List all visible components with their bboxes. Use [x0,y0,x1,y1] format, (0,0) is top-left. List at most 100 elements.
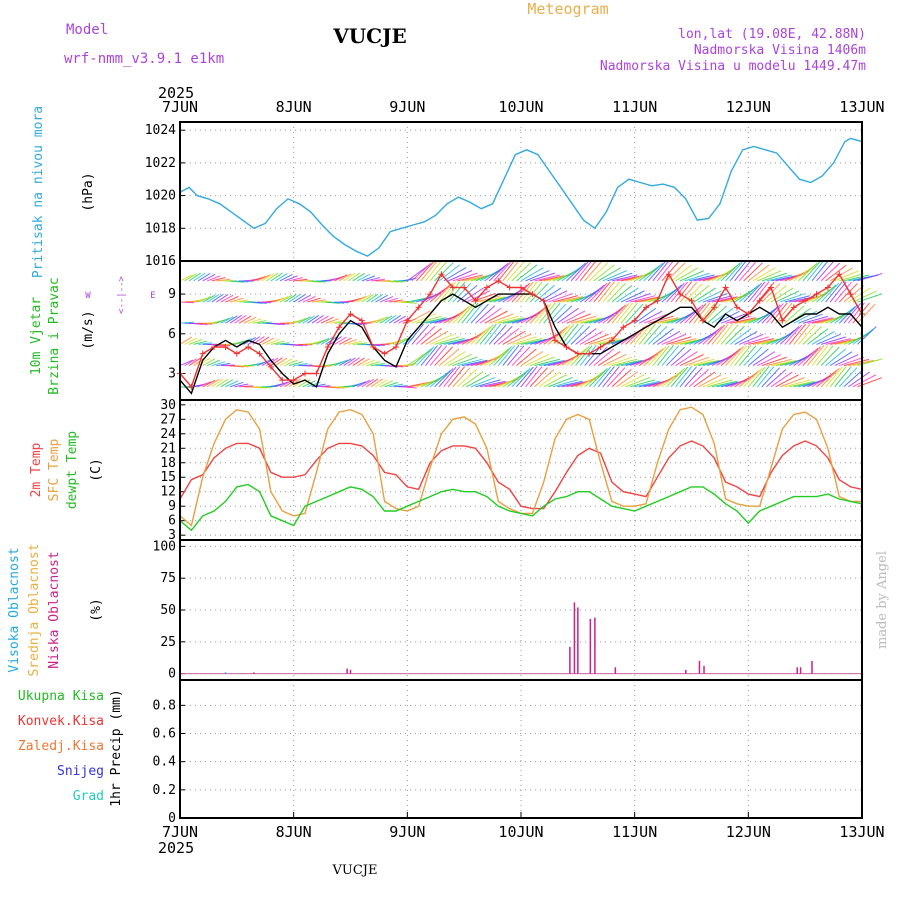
wind-arrow [238,315,252,324]
wind-arrow [816,345,834,366]
wind-arrow [466,302,484,324]
wind-arrow [561,265,584,282]
wind-arrow [657,260,675,282]
wind-arrow [716,264,738,282]
wind-arrow [225,315,238,324]
wind-arrow [366,378,379,388]
wind-arrow [766,285,787,303]
wind-arrow [698,290,723,303]
wind-arrow [284,275,298,282]
x-label-top: 10JUN [498,98,543,116]
wind-arrow [829,366,847,388]
gust-point [483,284,490,291]
wind-arrow [652,260,670,282]
wind-arrow [734,344,752,366]
wind-arrow [452,272,478,282]
y-tick-label: 9 [168,287,176,302]
wind-arrow [279,358,293,367]
cloud-label-2: Srednja Oblacnost [27,543,42,676]
wind-arrow [820,282,840,303]
wind-arrow [252,319,267,324]
wind-arrow [479,323,497,345]
wind-arrow [239,385,254,388]
wind-arrow [539,359,565,367]
wind-dir-arrows: <--|--> [117,275,127,314]
wind-arrow [429,284,451,303]
wind-arrow [570,261,589,282]
gust-point [847,291,854,298]
gust-point [472,297,479,304]
wind-arrow [707,324,726,345]
wind-arrow [248,318,262,324]
precip-legend-snow: Snijeg [57,764,104,779]
wind-arrow [611,303,630,324]
wind-arrow [761,356,787,367]
wind-arrow [375,294,388,303]
wind-arrow [416,325,436,345]
wind-arrow [647,261,666,282]
wind-arrow [275,342,290,345]
wind-arrow [461,371,484,388]
y-tick-label: 18 [160,456,176,471]
wind-arrow [370,378,383,388]
y-tick-label: 1018 [145,221,176,236]
wind-arrow [434,336,460,345]
wind-arrow [679,354,704,367]
wind-arrow [384,297,399,303]
y-tick-label: 50 [160,603,176,618]
gust-point [358,317,365,324]
wind-arrow [834,281,852,303]
wind-arrow [357,294,370,303]
wind-arrow [279,273,293,282]
wind-arrow [743,282,762,303]
wind-arrow [748,348,769,366]
wind-arrow [729,328,752,345]
wind-arrow [488,313,514,324]
wind-arrow [625,377,651,388]
gust-point [461,284,468,291]
wind-arrow [775,328,797,345]
gust-point [654,297,661,304]
wind-arrow [666,262,686,282]
wind-arrow [466,374,490,388]
wind-arrow [179,321,194,324]
wind-arrow [216,278,231,282]
wind-arrow [570,315,597,324]
wind-arrow [352,296,366,303]
y-tick-label: 0 [168,667,176,682]
wind-arrow [807,328,829,345]
wind-arrow [825,348,847,366]
wind-arrow [634,323,652,345]
wind-arrow [829,281,847,303]
wind-arrow [498,317,524,324]
wind-arrow [193,322,208,326]
wind-arrow [620,290,645,303]
wind-arrow [707,379,733,388]
gust-point [540,297,547,304]
wind-arrow [857,303,876,324]
gust-point [745,310,752,317]
wind-arrow [520,338,547,345]
wind-arrow [579,344,597,366]
wind-arrow [257,359,271,367]
wind-arrow [420,317,447,324]
wind-arrow [629,379,656,388]
wind-arrow [329,301,345,304]
wind-arrow [725,346,744,366]
gust-point [802,297,809,304]
cloud-label-3: Niska Oblacnost [47,551,62,668]
wind-arrow [620,302,638,324]
gust-point [779,317,786,324]
wind-arrow [593,338,620,345]
wind-arrow [511,336,537,345]
wind-arrow [757,354,782,367]
wind-arrow [775,302,793,324]
wind-arrow [197,273,211,282]
gust-point [790,304,797,311]
wind-arrow [747,281,766,303]
temp-label-2: SFC Temp [47,439,62,502]
wind-arrow [443,351,466,367]
wind-arrow [257,336,270,345]
wind-arrow [329,320,344,324]
wind-arrow [516,281,534,303]
